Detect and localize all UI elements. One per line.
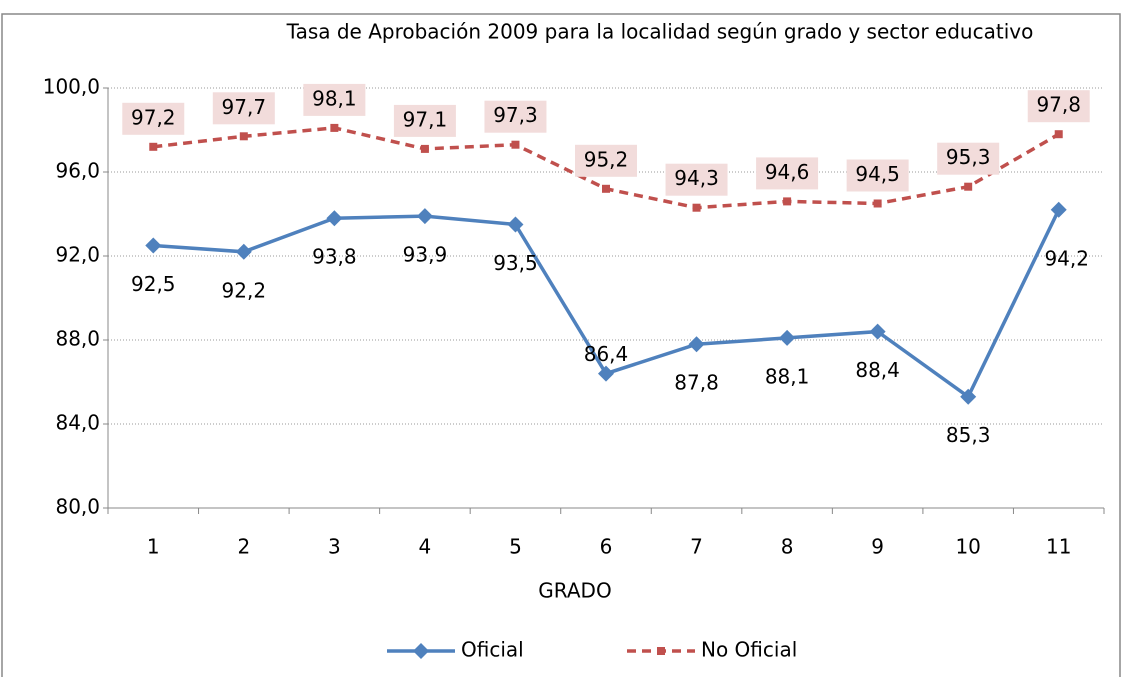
label-bg [756,157,819,190]
x-tick-label: 8 [781,535,794,559]
point [416,208,433,225]
point [779,329,796,346]
legend-label: Oficial [461,638,524,662]
x-axis-title: GRADO [538,579,611,603]
point [602,184,610,193]
data-label: 92,5 [131,272,176,296]
data-label: 97,2 [131,105,176,129]
data-label: 87,8 [674,371,719,395]
data-label: 95,2 [584,147,629,171]
data-label: 95,3 [946,145,991,169]
data-label: 88,4 [855,358,900,382]
point [598,365,614,382]
y-tick-label: 88,0 [55,327,100,351]
x-tick-label: 7 [690,535,703,559]
point [960,388,977,405]
point [326,210,343,227]
x-tick-label: 3 [328,535,341,559]
point [330,123,339,132]
x-tick-label: 9 [871,535,884,559]
data-label: 93,5 [493,251,538,275]
point [873,199,882,208]
point [692,203,701,212]
data-label: 94,2 [1044,246,1089,270]
x-tick-label: 5 [509,535,522,559]
label-bg [212,92,275,125]
data-label: 88,1 [765,364,810,388]
point [235,243,252,260]
label-bg [1027,90,1090,123]
point [511,140,520,149]
data-label: 97,8 [1036,93,1081,117]
legend-marker [413,643,429,659]
legend-marker [657,647,665,655]
legend-label: No Oficial [701,638,797,662]
point [239,132,248,141]
x-tick-label: 1 [147,535,160,559]
data-label: 94,3 [674,166,719,190]
point [964,182,973,191]
data-label: 97,7 [222,95,267,119]
y-tick-label: 96,0 [55,159,100,183]
x-tick-label: 10 [955,535,980,559]
point [688,336,705,353]
data-label: 98,1 [312,86,357,110]
data-label: 92,2 [222,278,267,302]
point [149,142,158,151]
label-bg [303,83,366,116]
x-tick-label: 2 [237,535,250,559]
x-tick-label: 4 [419,535,432,559]
data-label: 94,6 [765,160,810,184]
point [145,237,162,254]
data-label: 94,5 [855,162,900,186]
y-tick-label: 100,0 [43,75,100,99]
point [1050,201,1067,218]
data-label: 97,3 [493,103,538,127]
x-tick-label: 11 [1046,535,1071,559]
data-label: 86,4 [584,342,629,366]
point [1054,130,1063,139]
y-tick-label: 80,0 [55,495,100,519]
label-bg [937,142,1000,175]
x-tick-label: 6 [600,535,613,559]
label-bg [665,163,728,196]
chart-border [1,13,1121,677]
label-bg [846,159,909,192]
label-bg [393,104,456,137]
label-bg [484,100,547,133]
label-bg [122,102,185,135]
label-bg [575,144,637,177]
point [507,216,524,233]
y-tick-label: 84,0 [55,411,100,435]
point [783,197,792,206]
data-label: 93,9 [403,243,448,267]
point [869,323,886,340]
data-label: 93,8 [312,245,357,269]
chart-title: Tasa de Aprobación 2009 para la localida… [286,20,1034,44]
point [420,144,429,153]
data-label: 97,1 [403,107,448,131]
data-label: 85,3 [946,423,991,447]
y-tick-label: 92,0 [55,243,100,267]
